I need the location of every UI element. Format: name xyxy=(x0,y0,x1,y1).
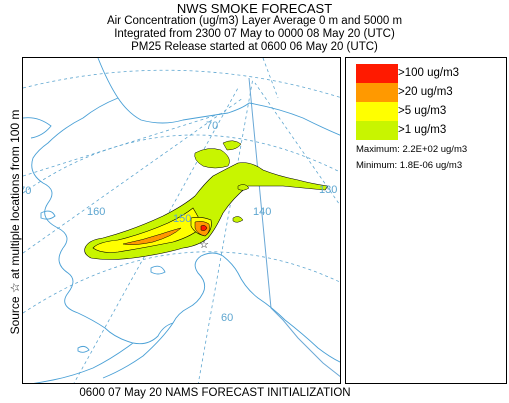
maximum-value: Maximum: 2.2E+02 ug/m3 xyxy=(356,144,468,155)
source-location-label: Source ☆ at multiple locations from 100 … xyxy=(8,109,22,335)
lon-line-160 xyxy=(23,97,244,254)
peninsula-coast xyxy=(102,322,174,379)
grid-label-lon-140: 140 xyxy=(253,206,271,218)
west-coast-south xyxy=(58,247,174,345)
plume-patch-4 xyxy=(232,216,244,223)
lon-line-120 xyxy=(262,58,279,99)
grid-label-lon-150: 150 xyxy=(173,213,191,225)
plume-patch-1 xyxy=(194,148,230,169)
plume-gt100 xyxy=(200,225,208,231)
north-coast xyxy=(97,58,250,124)
latitude-lines xyxy=(23,69,340,314)
legend-swatch xyxy=(356,64,398,83)
legend-label: >5 ug/m3 xyxy=(398,105,447,117)
plume-patch-2 xyxy=(222,140,242,151)
west-coast-north xyxy=(31,97,119,249)
grid-label-lon-130: 130 xyxy=(319,184,337,196)
smoke-map: ☆ 70 60 170 160 150 140 130 xyxy=(22,57,341,384)
grid-label-lon-170: 170 xyxy=(23,185,31,197)
legend-label: >20 ug/m3 xyxy=(398,86,453,98)
legend-label: >100 ug/m3 xyxy=(398,67,460,79)
legend-item-gt100: >100 ug/m3 xyxy=(356,64,496,83)
border-line xyxy=(248,77,340,378)
grid-label-lon-160: 160 xyxy=(87,206,105,218)
legend-swatch xyxy=(356,102,398,121)
plume-patch-3 xyxy=(237,184,250,191)
minimum-value: Minimum: 1.8E-06 ug/m3 xyxy=(356,160,463,171)
south-coast xyxy=(172,252,340,363)
island-2 xyxy=(77,345,90,353)
coastline xyxy=(23,58,340,383)
arctic-coast-east xyxy=(248,102,340,136)
release-start: PM25 Release started at 0600 06 May 20 (… xyxy=(131,41,378,53)
lat-line-60 xyxy=(23,251,340,314)
forecast-title: NWS SMOKE FORECAST xyxy=(176,1,333,16)
integration-period: Integrated from 2300 07 May to 0000 08 M… xyxy=(114,28,395,40)
legend-swatch xyxy=(356,83,398,102)
lon-line-140 xyxy=(197,77,254,383)
legend-item-gt5: >5 ug/m3 xyxy=(356,102,496,121)
concentration-description: Air Concentration (ug/m3) Layer Average … xyxy=(106,15,403,27)
concentration-legend: >100 ug/m3 >20 ug/m3 >5 ug/m3 >1 ug/m3 M… xyxy=(345,57,507,384)
lat-line-75 xyxy=(23,69,340,98)
legend-swatch xyxy=(356,121,398,140)
forecast-initialization: 0600 07 May 20 NAMS FORECAST INITIALIZAT… xyxy=(79,387,351,399)
source-star-icon: ☆ xyxy=(199,238,209,251)
lat-line-70 xyxy=(23,134,340,194)
grid-label-lat-60: 60 xyxy=(221,312,233,324)
legend-label: >1 ug/m3 xyxy=(398,124,447,136)
island-3 xyxy=(150,265,166,275)
lon-line-170 xyxy=(23,112,224,177)
plume-gt20-streak xyxy=(122,227,182,245)
russia-coast xyxy=(23,117,52,139)
grid-label-lat-70: 70 xyxy=(206,120,218,132)
aleutian-chain xyxy=(33,342,134,383)
map-canvas: ☆ 70 60 170 160 150 140 130 xyxy=(23,58,340,383)
legend-item-gt1: >1 ug/m3 xyxy=(356,121,496,140)
legend-item-gt20: >20 ug/m3 xyxy=(356,83,496,102)
island-1 xyxy=(40,210,56,220)
